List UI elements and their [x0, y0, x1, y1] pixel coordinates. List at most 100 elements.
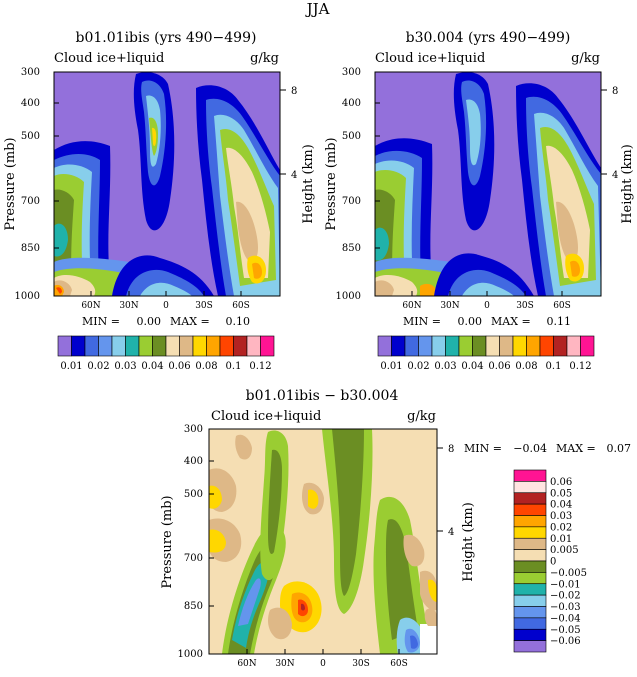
colorbar-swatch [111, 335, 126, 357]
y-tick-label: 500 [342, 131, 361, 142]
panel-left-ylabel: Pressure (mb) [3, 137, 18, 230]
colorbar-swatch [513, 572, 547, 585]
colorbar-swatch [472, 335, 487, 357]
x-tick-label: 60S [390, 659, 408, 669]
x-tick-label: 30N [275, 659, 294, 669]
panel-right-units: g/kg [571, 51, 600, 66]
y-right-tick-label: 8 [612, 86, 618, 97]
x-tick-label: 0 [320, 659, 326, 669]
panel-right-minmax: MIN = 0.00 MAX = 0.11 [403, 315, 571, 328]
colorbar-swatch [513, 469, 547, 482]
max-label: MAX = [556, 442, 596, 455]
max-label: MAX = [491, 315, 531, 328]
y-tick-label: 700 [21, 196, 40, 207]
colorbar-label: 0.08 [515, 361, 537, 372]
panel-diff-variable: Cloud ice+liquid [211, 409, 321, 424]
colorbar-label: 0.02 [87, 361, 109, 372]
x-tick-label: 30S [516, 301, 534, 311]
panel-right-yaxis: 300 400 500 700 850 1000 [336, 67, 380, 302]
x-tick-label: 30N [440, 301, 459, 311]
colorbar-swatch [192, 335, 207, 357]
panel-diff-minmax: MIN = −0.04 MAX = 0.07 [464, 442, 631, 455]
panel-left-yaxis-right: 8 4 [280, 86, 297, 181]
colorbar-swatch [165, 335, 180, 357]
colorbar-label: −0.03 [550, 602, 581, 613]
x-tick-label: 30S [352, 659, 370, 669]
colorbar-label: 0.08 [195, 361, 217, 372]
y-tick-label: 300 [342, 67, 361, 78]
colorbar-swatch [152, 335, 167, 357]
colorbar-swatch [513, 628, 547, 641]
colorbar-label: 0.05 [550, 488, 572, 499]
colorbar-swatch [404, 335, 419, 357]
panel-diff-colorbar: 0.060.050.040.030.020.010.0050−0.005−0.0… [513, 469, 587, 653]
colorbar-swatch [512, 335, 527, 357]
colorbar-swatch [125, 335, 140, 357]
colorbar-label: −0.01 [550, 579, 581, 590]
colorbar-label: 0.06 [488, 361, 510, 372]
panel-diff-yaxis: 300 400 500 700 850 1000 [178, 424, 214, 660]
colorbar-swatch [513, 537, 547, 550]
colorbar-swatch [377, 335, 392, 357]
y-tick-label: 500 [21, 131, 40, 142]
min-label: MIN = [403, 315, 441, 328]
colorbar-label: 0.02 [550, 522, 572, 533]
colorbar-label: −0.04 [550, 613, 581, 624]
x-tick-label: 0 [163, 301, 169, 311]
y-tick-label: 700 [184, 553, 203, 564]
colorbar-swatch [233, 335, 248, 357]
panel-left-variable: Cloud ice+liquid [54, 51, 164, 66]
panel-left-yaxis: 300 400 500 700 850 1000 [15, 67, 59, 302]
panel-right-xaxis: 60N 30N 0 30S 60S [402, 291, 571, 311]
colorbar-swatch [206, 335, 221, 357]
panel-diff-title: b01.01ibis − b30.004 [246, 388, 399, 404]
colorbar-label: 0.12 [569, 361, 591, 372]
panel-diff-xaxis: 60N 30N 0 30S 60S [237, 649, 408, 669]
y-tick-label: 850 [342, 243, 361, 254]
y-tick-label: 300 [184, 424, 203, 435]
x-tick-label: 60N [237, 659, 256, 669]
colorbar-swatch [553, 335, 568, 357]
max-value: 0.07 [607, 442, 632, 455]
colorbar-swatch [246, 335, 261, 357]
colorbar-swatch [513, 583, 547, 596]
colorbar-swatch [513, 606, 547, 619]
colorbar-swatch [57, 335, 72, 357]
panel-diff-units: g/kg [407, 409, 436, 424]
min-value: 0.00 [458, 315, 483, 328]
colorbar-swatch [260, 335, 275, 357]
y-tick-label: 400 [21, 98, 40, 109]
panel-right-frame [374, 71, 602, 297]
panel-right-variable: Cloud ice+liquid [375, 51, 485, 66]
y-right-tick-label: 4 [448, 527, 454, 538]
y-tick-label: 400 [342, 98, 361, 109]
colorbar-swatch [499, 335, 514, 357]
panel-right-title: b30.004 (yrs 490−499) [406, 30, 571, 46]
colorbar-swatch [513, 617, 547, 630]
colorbar-swatch [566, 335, 581, 357]
colorbar-swatch [431, 335, 446, 357]
panel-right-colorbar: 0.01 0.02 0.03 0.04 0.06 0.08 0.1 0.12 [377, 335, 595, 372]
colorbar-label: 0.03 [114, 361, 136, 372]
y-tick-label: 500 [184, 489, 203, 500]
colorbar-label: 0.01 [60, 361, 82, 372]
colorbar-swatch [84, 335, 99, 357]
colorbar-label: −0.05 [550, 625, 581, 636]
colorbar-label: 0.06 [168, 361, 190, 372]
colorbar-swatch [485, 335, 500, 357]
colorbar-label: 0 [550, 557, 556, 568]
x-tick-label: 0 [484, 301, 490, 311]
colorbar-label: 0.1 [226, 361, 242, 372]
colorbar-swatch [179, 335, 194, 357]
y-tick-label: 850 [184, 601, 203, 612]
panel-left: b01.01ibis (yrs 490−499) Cloud ice+liqui… [3, 30, 316, 372]
min-value: −0.04 [513, 442, 547, 455]
panel-diff-yaxis-right: 8 4 [437, 444, 454, 538]
y-right-tick-label: 8 [448, 444, 454, 455]
colorbar-swatch [513, 481, 547, 494]
panel-left-xaxis: 60N 30N 0 30S 60S [81, 291, 250, 311]
y-tick-label: 1000 [178, 649, 203, 660]
y-right-tick-label: 4 [612, 170, 618, 181]
colorbar-label: 0.01 [380, 361, 402, 372]
min-label: MIN = [82, 315, 120, 328]
